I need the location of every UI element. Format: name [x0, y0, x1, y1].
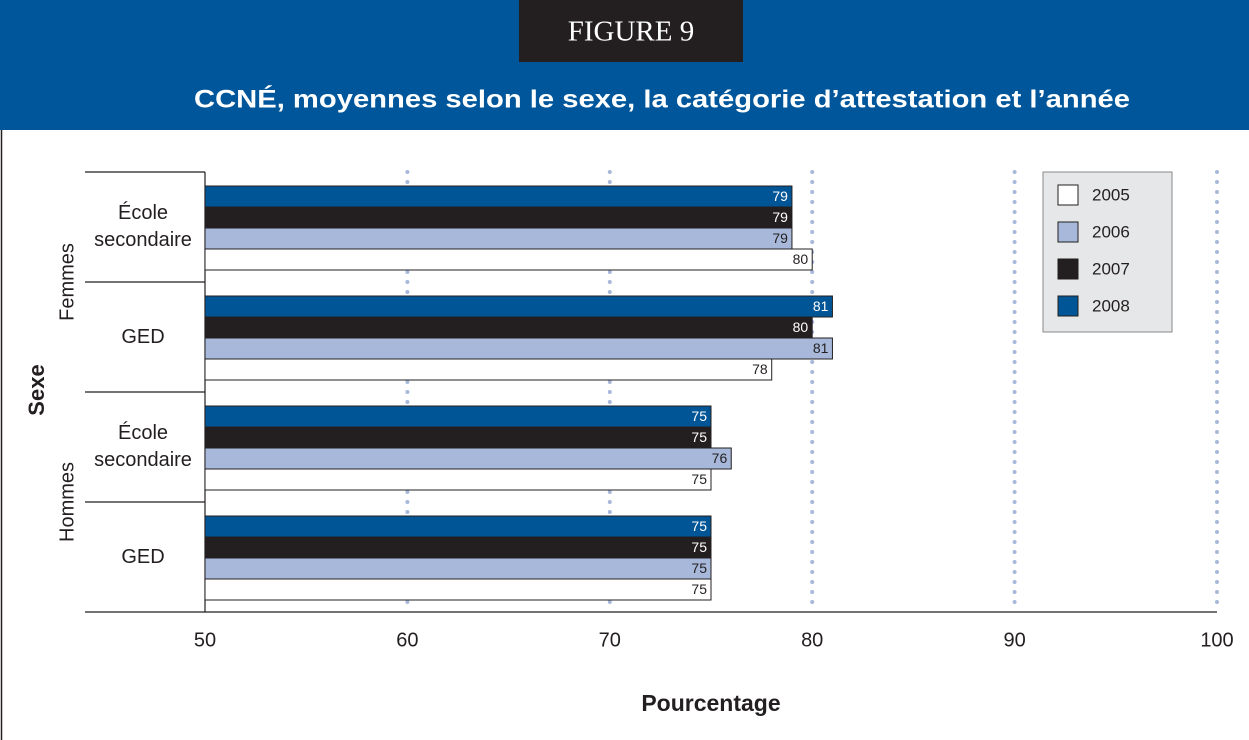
bar	[204, 515, 712, 538]
legend-label: 2005	[1092, 185, 1130, 204]
value-label: 75	[691, 581, 707, 597]
bar	[204, 358, 773, 381]
figure-label-box	[519, 0, 743, 62]
bar	[204, 337, 833, 360]
legend-swatch	[1057, 295, 1079, 317]
x-tick-label: 50	[194, 629, 216, 651]
value-label: 80	[793, 251, 809, 267]
category-label: École secondaire	[94, 422, 192, 471]
x-tick-label: 80	[801, 629, 823, 651]
legend-label: 2007	[1092, 259, 1130, 278]
bar	[204, 405, 712, 428]
value-label: 81	[813, 298, 829, 314]
value-label: 75	[691, 560, 707, 576]
x-tick-label: 60	[396, 629, 418, 651]
legend-swatch	[1057, 184, 1079, 206]
bar	[204, 227, 793, 250]
bar	[204, 557, 712, 580]
y-axis-label: Sexe	[24, 364, 49, 415]
value-label: 81	[813, 340, 829, 356]
x-axis-label: Pourcentage	[641, 690, 780, 716]
bar	[204, 248, 813, 271]
legend-label: 2006	[1092, 222, 1130, 241]
bar	[204, 447, 732, 470]
category-label: GED	[121, 545, 165, 568]
legend-label: 2008	[1092, 296, 1130, 315]
category-label: GED	[121, 325, 165, 348]
value-label: 79	[772, 209, 788, 225]
value-label: 75	[691, 539, 707, 555]
value-label: 75	[691, 471, 707, 487]
bar	[204, 206, 793, 229]
x-tick-label: 90	[1003, 629, 1025, 651]
bar	[204, 578, 712, 601]
x-tick-label: 70	[599, 629, 621, 651]
bar	[204, 426, 712, 449]
bar	[204, 316, 813, 339]
value-label: 76	[712, 450, 728, 466]
legend-swatch	[1057, 221, 1079, 243]
figure-label: FIGURE 9	[568, 16, 694, 48]
value-label: 75	[691, 518, 707, 534]
chart-title: CCNÉ, moyennes selon le sexe, la catégor…	[194, 85, 1130, 114]
value-label: 75	[691, 429, 707, 445]
bar	[204, 185, 793, 208]
value-label: 79	[772, 230, 788, 246]
bar	[204, 536, 712, 559]
value-label: 79	[772, 188, 788, 204]
bar	[204, 295, 833, 318]
category-label: École secondaire	[94, 202, 192, 251]
bar	[204, 468, 712, 491]
value-label: 75	[691, 408, 707, 424]
group-label: Femmes	[56, 243, 78, 321]
value-label: 80	[793, 319, 809, 335]
group-label: Hommes	[56, 462, 78, 542]
x-tick-label: 100	[1200, 629, 1233, 651]
value-label: 78	[752, 361, 768, 377]
legend-swatch	[1057, 258, 1079, 280]
